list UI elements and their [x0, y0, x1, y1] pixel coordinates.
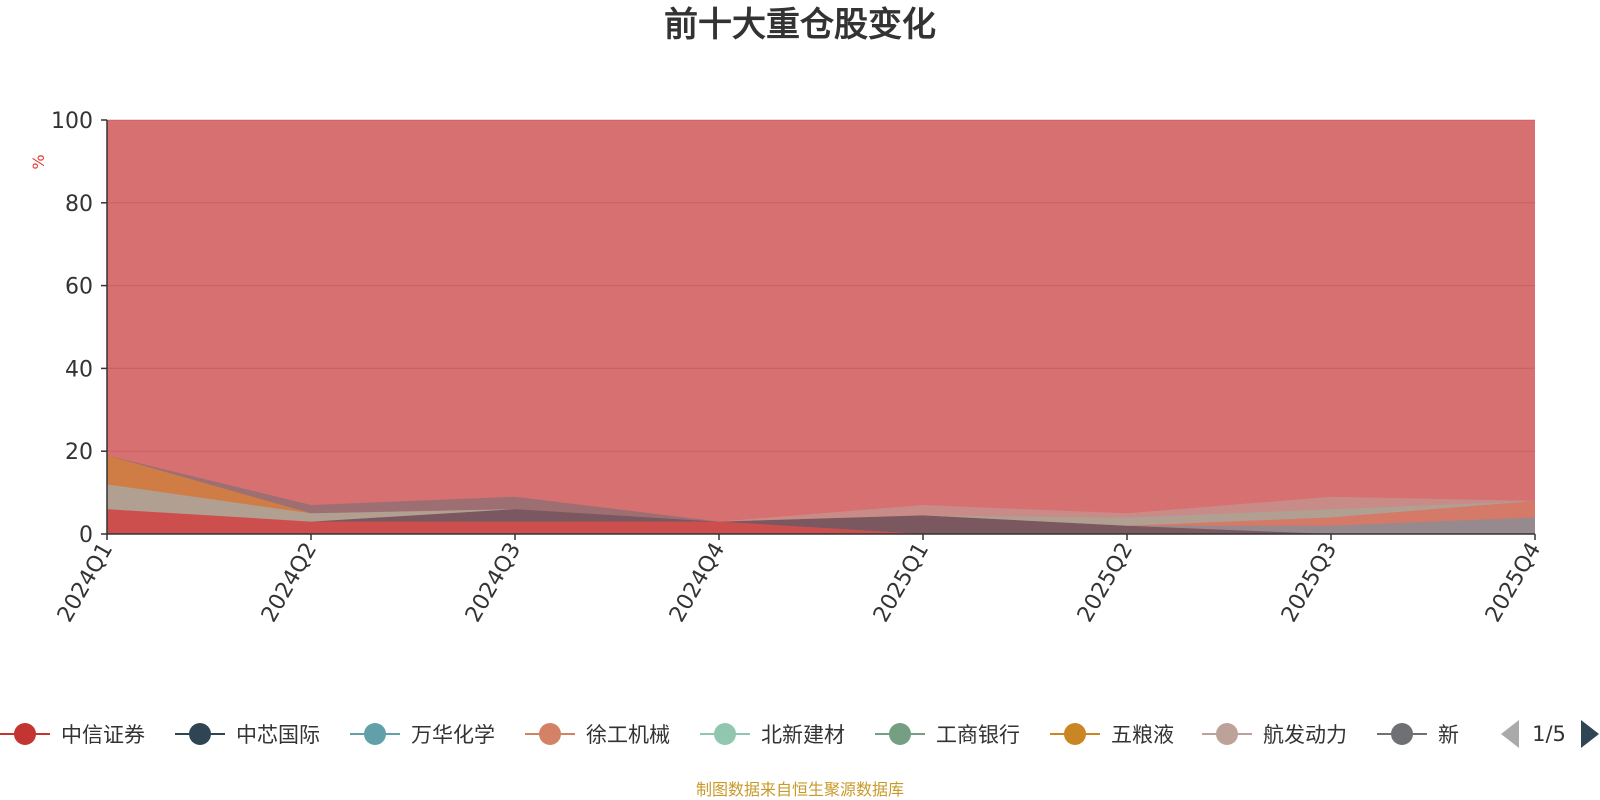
area-series-2[interactable] — [107, 509, 1535, 534]
legend-page-indicator: 1/5 — [1532, 722, 1566, 746]
y-tick-label: 0 — [79, 523, 93, 548]
y-axis: 0 20 40 60 80 100 — [51, 109, 107, 548]
legend-marker — [714, 723, 736, 745]
x-tick-label: 2025Q1 — [869, 539, 934, 627]
legend-marker — [189, 723, 211, 745]
y-axis-unit: % — [29, 154, 48, 169]
y-tick-label: 60 — [65, 275, 93, 300]
legend-label: 北新建材 — [761, 723, 845, 747]
legend-item-2[interactable]: 万华化学 — [350, 723, 495, 747]
legend-marker — [1064, 723, 1086, 745]
legend-label: 航发动力 — [1263, 723, 1347, 747]
y-tick-label: 40 — [65, 357, 93, 382]
x-tick-label: 2025Q4 — [1481, 539, 1546, 627]
legend-item-8[interactable]: 新 — [1377, 723, 1459, 747]
legend-item-4[interactable]: 北新建材 — [700, 723, 845, 747]
legend-marker — [14, 723, 36, 745]
legend-item-6[interactable]: 五粮液 — [1050, 723, 1174, 747]
y-tick-label: 80 — [65, 192, 93, 217]
area-remainder — [107, 120, 1535, 534]
legend-item-7[interactable]: 航发动力 — [1202, 723, 1347, 747]
x-tick-label: 2024Q1 — [53, 539, 118, 627]
area-series-0[interactable] — [107, 509, 1535, 534]
legend-marker — [539, 723, 561, 745]
x-axis: 2024Q1 2024Q2 2024Q3 2024Q4 2025Q1 2025Q2 2025… — [53, 534, 1546, 627]
grid-lines — [107, 119, 1535, 452]
axes — [106, 120, 1535, 535]
plot-area — [107, 120, 1535, 534]
legend-item-3[interactable]: 徐工机械 — [525, 723, 670, 747]
legend-item-5[interactable]: 工商银行 — [875, 723, 1020, 747]
x-tick-label: 2024Q4 — [665, 539, 730, 627]
x-tick-label: 2025Q2 — [1073, 539, 1138, 627]
area-series-8[interactable] — [107, 455, 1535, 522]
x-tick-label: 2024Q3 — [461, 539, 526, 627]
y-tick-label: 20 — [65, 440, 93, 465]
legend-item-0[interactable]: 中信证券 — [0, 723, 145, 747]
legend-label: 工商银行 — [936, 723, 1020, 747]
legend-label: 中芯国际 — [236, 723, 320, 747]
legend-marker — [889, 723, 911, 745]
legend-label: 万华化学 — [411, 723, 495, 747]
legend-label: 五粮液 — [1111, 723, 1174, 747]
legend-marker — [364, 723, 386, 745]
chart-title: 前十大重仓股变化 — [664, 5, 936, 45]
legend-marker — [1216, 723, 1238, 745]
legend-label: 中信证券 — [61, 723, 145, 747]
legend-next-icon[interactable] — [1581, 720, 1599, 748]
area-series-3[interactable] — [107, 500, 1535, 526]
legend-item-1[interactable]: 中芯国际 — [175, 723, 320, 747]
legend-label: 徐工机械 — [586, 723, 670, 747]
y-tick-label: 100 — [51, 109, 93, 134]
data-source-note: 制图数据来自恒生聚源数据库 — [696, 780, 904, 799]
legend-pager: 1/5 — [1501, 720, 1599, 748]
legend-marker — [1391, 723, 1413, 745]
legend-prev-icon[interactable] — [1501, 720, 1519, 748]
legend[interactable]: 中信证券 中芯国际 万华化学 徐工机械 北新建材 工商银行 五粮液 航发动力 新 — [0, 723, 1459, 747]
legend-label: 新 — [1438, 723, 1459, 747]
x-tick-label: 2024Q2 — [257, 539, 322, 627]
x-tick-label: 2025Q3 — [1277, 539, 1342, 627]
